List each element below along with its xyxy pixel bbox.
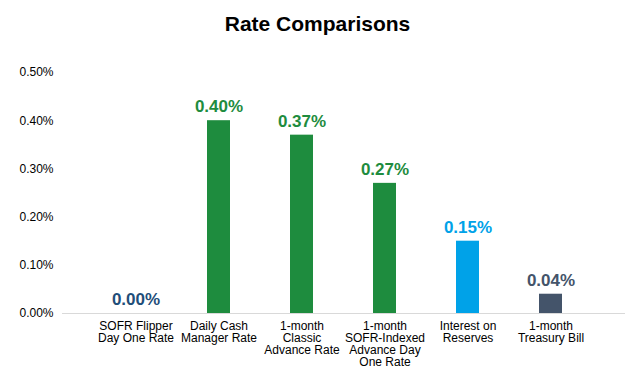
svg-text:SOFR FlipperDay One Rate: SOFR FlipperDay One Rate (98, 319, 174, 345)
svg-text:0.20%: 0.20% (19, 210, 53, 224)
svg-text:1-monthSOFR-IndexedAdvance Day: 1-monthSOFR-IndexedAdvance DayOne Rate (345, 319, 425, 369)
svg-text:0.40%: 0.40% (195, 97, 243, 116)
svg-text:0.10%: 0.10% (19, 258, 53, 272)
svg-text:1-monthClassicAdvance Rate: 1-monthClassicAdvance Rate (264, 319, 340, 357)
html-text:Rate Comparisons: Rate Comparisons (224, 12, 411, 35)
svg-text:0.40%: 0.40% (19, 114, 53, 128)
svg-text:1-monthTreasury Bill: 1-monthTreasury Bill (518, 319, 584, 345)
svg-text:0.00%: 0.00% (19, 306, 53, 320)
svg-text:Daily CashManager Rate: Daily CashManager Rate (181, 319, 257, 345)
svg-text:0.15%: 0.15% (444, 218, 492, 237)
svg-text:0.50%: 0.50% (19, 65, 53, 79)
svg-text:0.37%: 0.37% (278, 112, 326, 131)
svg-text:0.27%: 0.27% (361, 160, 409, 179)
svg-text:Interest onReserves: Interest onReserves (440, 319, 497, 345)
svg-text:0.30%: 0.30% (19, 162, 53, 176)
svg-text:0.00%: 0.00% (112, 290, 160, 309)
svg-text:0.04%: 0.04% (527, 271, 575, 290)
